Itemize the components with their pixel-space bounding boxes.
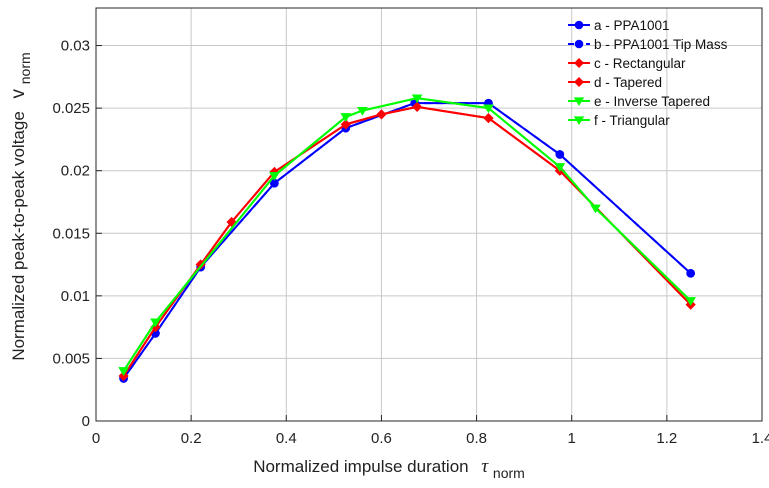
x-tick-label-6: 1.2 (656, 430, 677, 447)
legend-item-2: c - Rectangular (568, 56, 686, 71)
x-tick-label-4: 0.8 (466, 430, 487, 447)
legend-label-5: f - Triangular (594, 113, 670, 128)
x-axis-label-text: Normalized impulse duration (253, 457, 468, 476)
legend-label-4: e - Inverse Tapered (594, 94, 710, 109)
x-tick-label-2: 0.4 (276, 430, 297, 447)
legend-marker-5 (573, 116, 585, 125)
legend-marker-1 (574, 39, 584, 49)
x-tick-label-3: 0.6 (371, 430, 392, 447)
series-3-point-7 (412, 101, 423, 112)
legend-item-5: f - Triangular (568, 113, 670, 128)
legend-marker-2 (574, 58, 584, 68)
series-5-point-1 (150, 318, 161, 328)
legend-marker-0 (574, 20, 584, 30)
series-0-point-8 (686, 269, 695, 278)
series-0-point-7 (555, 150, 565, 159)
series-3-point-5 (340, 119, 351, 130)
x-tick-label-1: 0.2 (181, 430, 202, 447)
x-tick-label-5: 1 (568, 430, 576, 447)
y-tick-label-0: 0 (82, 413, 90, 430)
series-5-point-2 (269, 172, 280, 181)
series-5-point-8 (590, 204, 601, 214)
series-5-point-9 (685, 297, 696, 306)
series-3-point-6 (376, 109, 387, 120)
series-5-point-3 (340, 113, 351, 122)
legend-marker-3 (574, 77, 584, 87)
x-axis-label: Normalized impulse duration τ norm (253, 456, 525, 481)
legend-label-3: d - Tapered (594, 75, 662, 90)
series-0-point-3 (270, 178, 279, 188)
legend-item-3: d - Tapered (568, 75, 662, 90)
legend-marker-4 (573, 97, 585, 106)
legend-label-0: a - PPA1001 (594, 18, 670, 33)
series-3-point-8 (483, 113, 494, 124)
series-5-line (122, 97, 692, 372)
y-axis-label-text: Normalized peak-to-peak voltage (9, 111, 28, 360)
series-group (118, 94, 696, 383)
y-tick-label-1: 0.005 (52, 350, 90, 367)
y-tick-label-2: 0.01 (61, 288, 90, 305)
legend-item-4: e - Inverse Tapered (568, 94, 710, 109)
y-tick-label-3: 0.015 (52, 225, 90, 242)
plot-frame (95, 7, 763, 422)
legend-item-1: b - PPA1001 Tip Mass (568, 37, 728, 52)
x-tick-label-0: 0 (92, 430, 100, 447)
y-axis-label: Normalized peak-to-peak voltage v norm (8, 52, 33, 360)
legend-label-2: c - Rectangular (594, 56, 686, 71)
series-5-point-5 (411, 94, 423, 104)
series-5-point-0 (118, 367, 129, 376)
y-axis-label-subscript: norm (17, 52, 33, 84)
legend: a - PPA1001 b - PPA1001 Tip Mass c - Recta… (568, 18, 728, 128)
x-tick-label-7: 1.4 (752, 430, 769, 447)
grid (96, 8, 762, 421)
legend-item-0: a - PPA1001 (568, 18, 670, 33)
series-5 (118, 94, 696, 376)
legend-label-1: b - PPA1001 Tip Mass (594, 37, 728, 52)
x-axis-label-subscript: norm (493, 465, 525, 481)
series-5-point-7 (554, 163, 566, 172)
series-3-point-0 (118, 370, 129, 381)
x-axis-label-symbol: τ (481, 456, 489, 477)
y-tick-label-6: 0.03 (61, 38, 90, 55)
tick-labels: 0 0.2 0.4 0.6 0.8 1 1.2 1.4 0 0.005 0.01 0.015 0.02 0… (52, 38, 769, 447)
y-axis-label-symbol: v (8, 88, 29, 98)
y-tick-label-5: 0.025 (52, 100, 90, 117)
y-tick-label-4: 0.02 (61, 163, 90, 180)
series-5-point-6 (483, 104, 494, 114)
series-5-point-4 (357, 106, 368, 116)
